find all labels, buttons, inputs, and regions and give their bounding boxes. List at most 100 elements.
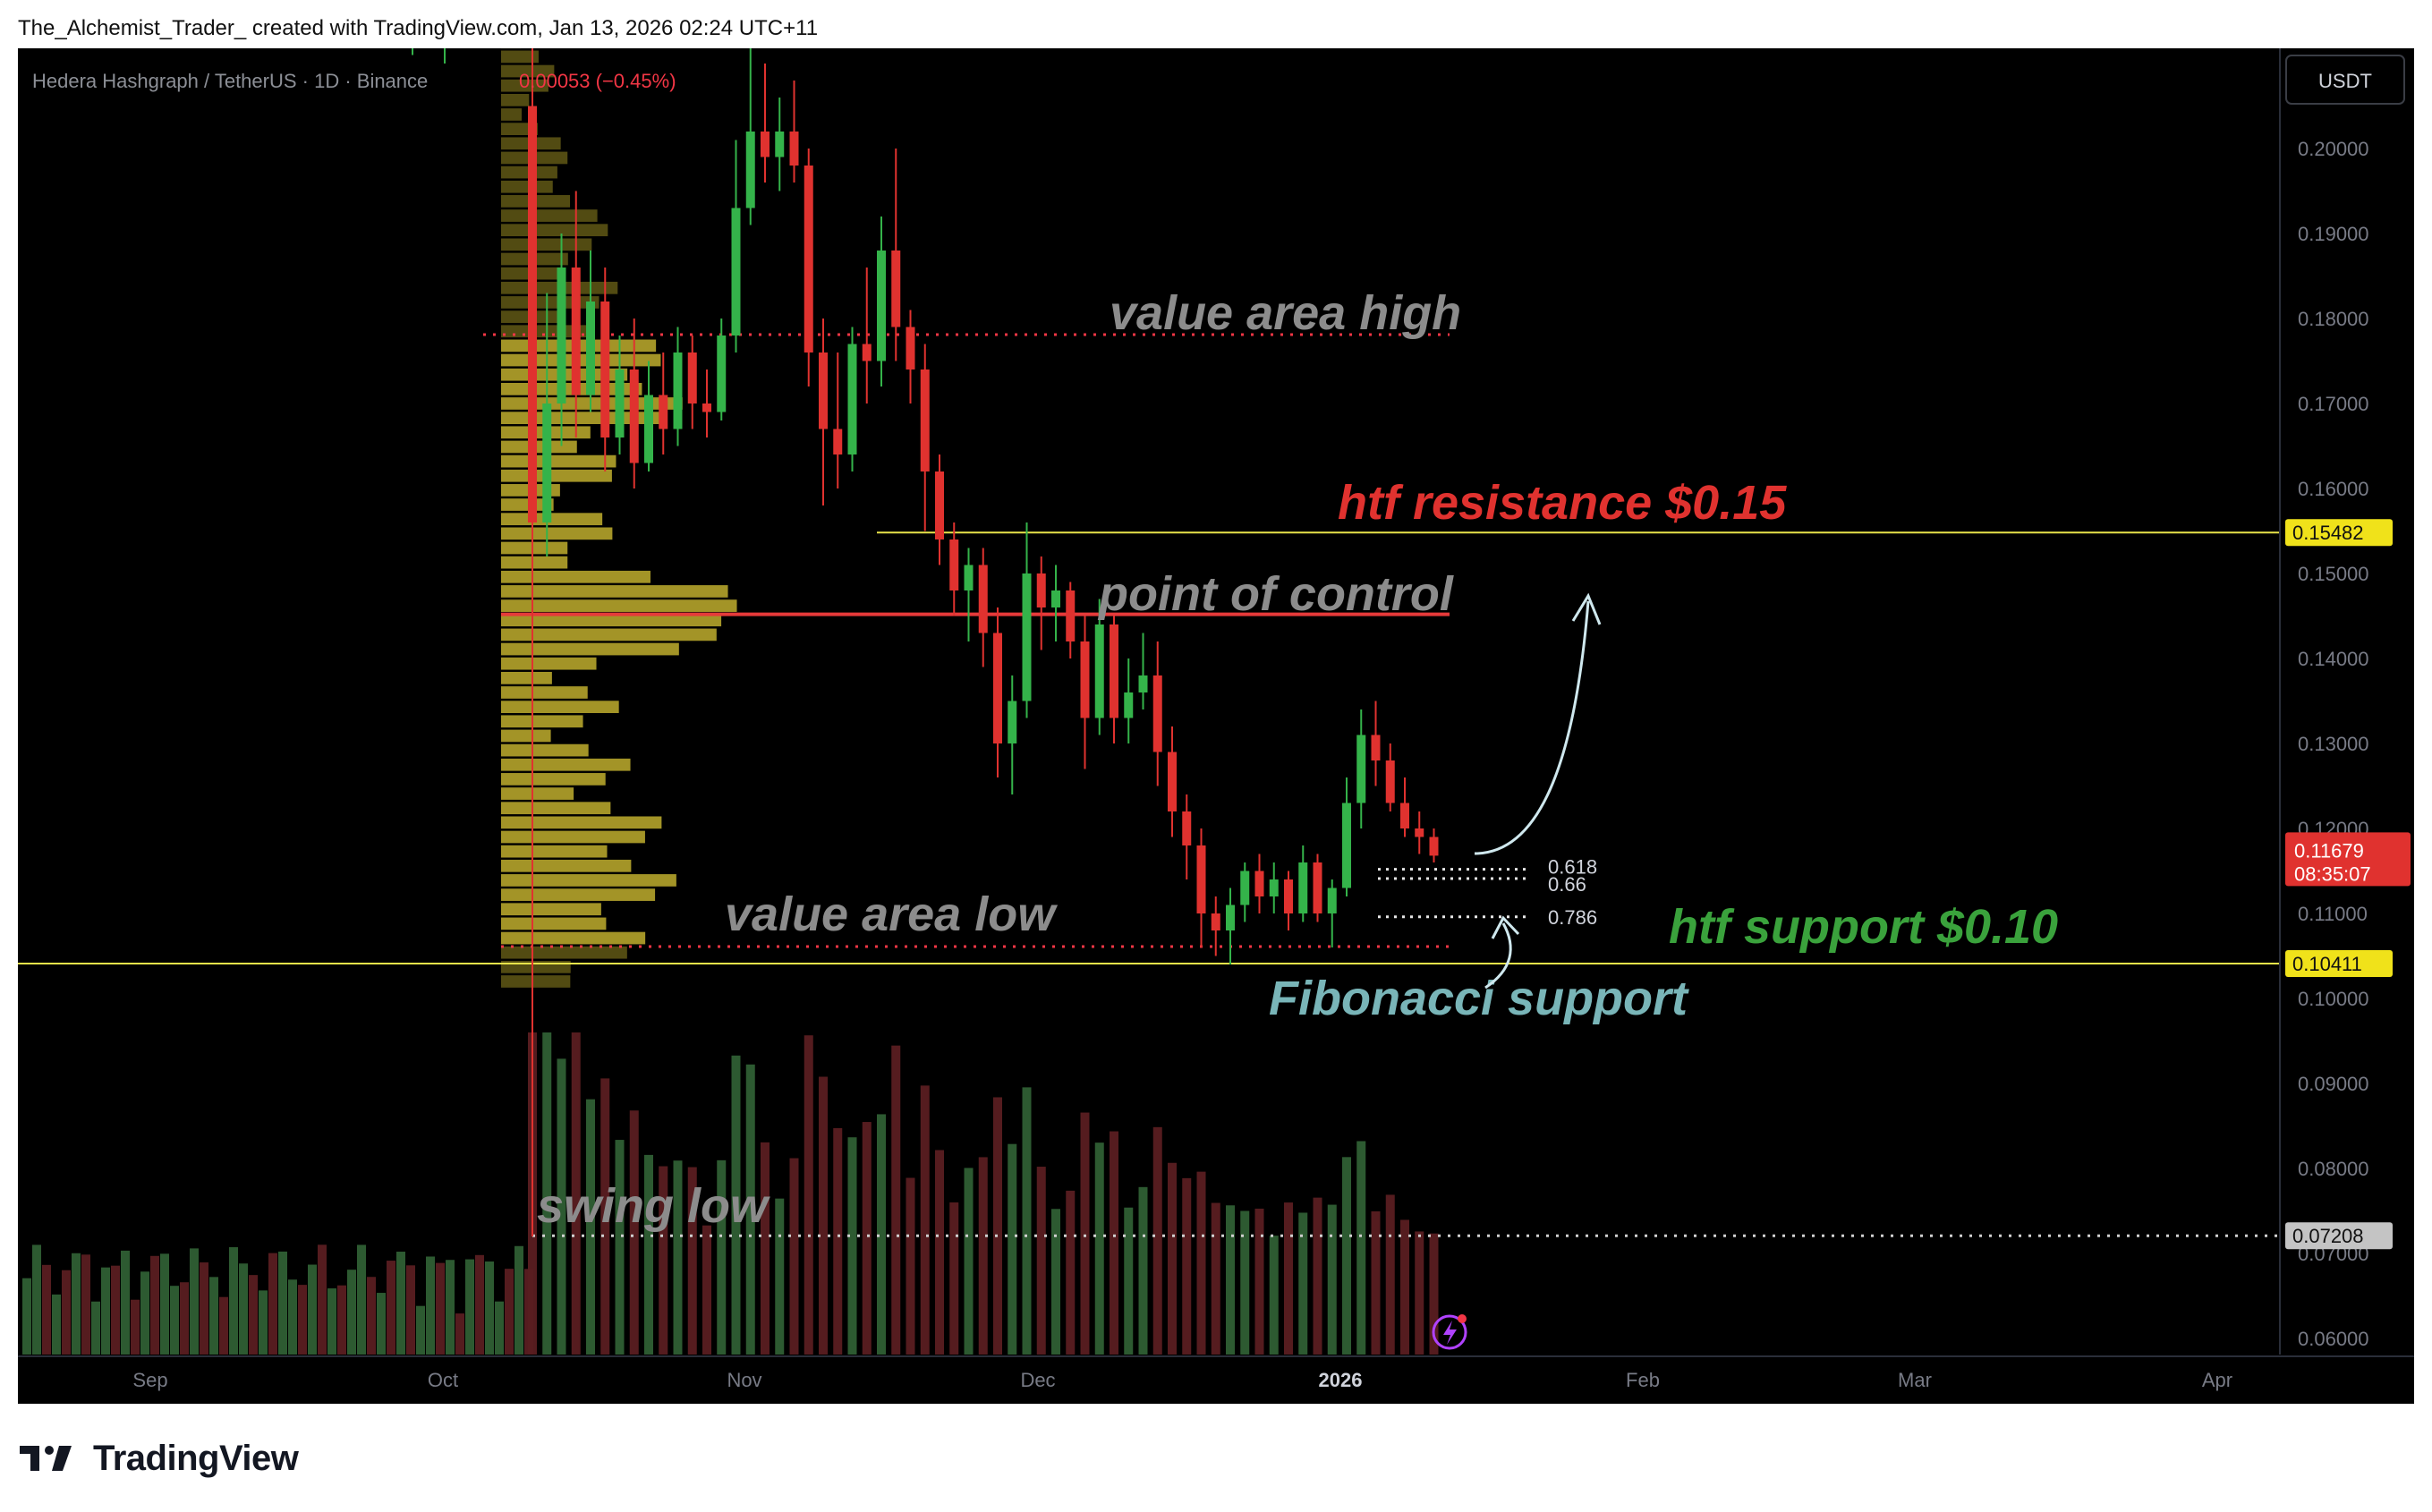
volume-profile-bar [501,743,589,757]
price-tag-last-bg [2285,832,2411,887]
volume-bar [920,1085,930,1355]
volume-bar [387,1261,395,1355]
x-tick-label: Dec [1020,1369,1055,1391]
currency-button[interactable] [2285,55,2405,105]
volume-bar [615,1140,625,1355]
candle-body [1182,811,1192,845]
volume-bar [1356,1141,1366,1355]
y-tick-label: 0.15000 [2298,563,2369,585]
volume-bar [789,1158,799,1355]
volume-bar [455,1313,464,1355]
volume-profile-bar [501,93,530,106]
candle-body [891,251,901,327]
volume-bar [475,1254,484,1355]
volume-bar [219,1296,228,1355]
volume-bar [485,1261,494,1355]
volume-profile-bar [501,556,568,569]
candle-body [1313,862,1322,913]
volume-bar [1342,1157,1351,1355]
candle-body [600,302,610,437]
volume-bar [81,1254,90,1355]
volume-bar [406,1265,415,1355]
volume-bar [298,1285,307,1355]
volume-profile-bar [501,874,676,887]
volume-bar [150,1255,159,1355]
y-tick-label: 0.20000 [2298,138,2369,160]
candle-body [1385,760,1395,803]
volume-bar [673,1160,683,1355]
candle-body [673,353,683,429]
volume-profile-bar [501,513,603,526]
candle-body [1094,624,1104,718]
volume-bar [446,1260,455,1355]
candle-body [1036,573,1046,607]
candle-body [629,370,639,463]
tradingview-logo[interactable]: TradingView [20,1431,299,1485]
volume-profile-bar [501,614,722,627]
candle-body [789,132,799,166]
volume-bar [761,1142,770,1355]
volume-bar [600,1078,610,1355]
x-tick-label: Oct [428,1369,458,1391]
volume-profile-bar [501,830,645,844]
candle-body [1168,752,1177,811]
volume-bar [327,1288,336,1355]
volume-bar [160,1253,169,1355]
volume-profile-bar [501,50,539,64]
candle-body [906,327,915,370]
volume-bar [495,1301,504,1355]
fib-pointer-arrowhead [1491,915,1520,939]
price-tag-countdown: 08:35:07 [2294,862,2371,885]
volume-bar [308,1264,317,1355]
annotation-point-of-control: point of control [1097,567,1454,621]
volume-bar [22,1278,31,1355]
volume-bar [1094,1142,1104,1355]
candle-body [557,268,566,403]
volume-profile-bar [501,975,571,988]
volume-bar [935,1150,944,1355]
volume-profile-bar [501,859,632,872]
annotation-swing-low: swing low [537,1179,770,1233]
candles [412,48,1439,1236]
candle-body [993,633,1002,743]
volume-bar [847,1137,857,1355]
volume-bar [1385,1194,1395,1355]
volume-profile-bar [501,686,588,699]
volume-bar [1008,1143,1017,1355]
volume-profile-bar [501,701,619,714]
volume-bar [1110,1131,1118,1355]
annotations: value area high htf resistance $0.15 point… [537,286,2058,1233]
y-tick-label: 0.19000 [2298,223,2369,245]
volume-profile-bar [501,541,568,555]
price-tag-resistance: 0.15482 [2292,522,2364,544]
candle-body [1284,879,1293,913]
volume-bar [1066,1190,1076,1355]
candle-body [717,336,727,412]
y-tick-label: 0.11000 [2298,903,2368,925]
volume-profile-bar [501,715,583,728]
fib-label-066: 0.66 [1548,873,1586,896]
chart-area[interactable]: 0.618 0.66 0.786 value area high htf resist… [18,48,2414,1404]
y-tick-label: 0.18000 [2298,308,2369,330]
x-tick-label: Nov [727,1369,761,1391]
volume-profile-bar [501,671,552,684]
volume-bar [1022,1087,1032,1355]
volume-bar [347,1270,356,1355]
candle-body [833,429,843,454]
volume-bar [1168,1162,1177,1355]
volume-bar [416,1305,425,1355]
candle-body [1051,590,1060,607]
projection-arrow [1474,600,1590,855]
projection-arrowhead [1571,592,1602,625]
volume-bar [200,1262,208,1355]
volume-bar [1051,1209,1060,1355]
candle-body [615,370,625,437]
y-tick-label: 0.08000 [2298,1158,2369,1180]
alert-lightning-icon[interactable] [1432,1314,1467,1350]
volume-bar [775,1198,785,1355]
volume-bar [1415,1231,1424,1355]
volume-profile-bar [501,180,553,193]
volume-profile-bar [501,917,607,930]
y-tick-label: 0.13000 [2298,733,2369,755]
